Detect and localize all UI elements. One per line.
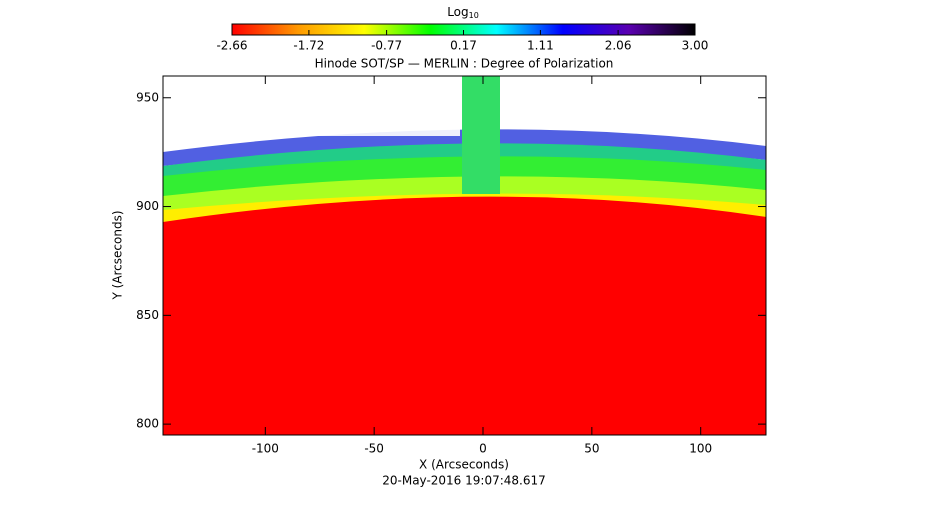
colorbar-tick-label: 1.11	[527, 39, 554, 53]
y-axis-label: Y (Arcseconds)	[111, 210, 125, 300]
colorbar-tick-label: -2.66	[216, 39, 247, 53]
colorbar-tick-label: 0.17	[450, 39, 477, 53]
colorbar-tick-label: 3.00	[682, 39, 709, 53]
y-tick-label: 950	[136, 90, 159, 104]
x-tick-label: 0	[479, 442, 487, 456]
x-tick-label: -100	[252, 442, 279, 456]
x-axis-label: X (Arcseconds)	[419, 458, 509, 472]
colorbar-tick-label: -0.77	[371, 39, 402, 53]
timestamp: 20-May-2016 19:07:48.617	[382, 474, 546, 488]
plot-frame	[162, 75, 767, 436]
chart-title: Hinode SOT/SP — MERLIN : Degree of Polar…	[315, 57, 614, 71]
solar-image	[163, 76, 766, 435]
colorbar-tick-label: -1.72	[293, 39, 324, 53]
y-tick-label: 900	[136, 199, 159, 213]
colorbar-label: Log10	[447, 5, 479, 20]
y-tick-label: 800	[136, 417, 159, 431]
x-tick-label: 50	[584, 442, 599, 456]
x-tick-label: -50	[364, 442, 384, 456]
x-tick-label: 100	[689, 442, 712, 456]
colorbar-tick-label: 2.06	[605, 39, 632, 53]
y-tick-label: 850	[136, 308, 159, 322]
